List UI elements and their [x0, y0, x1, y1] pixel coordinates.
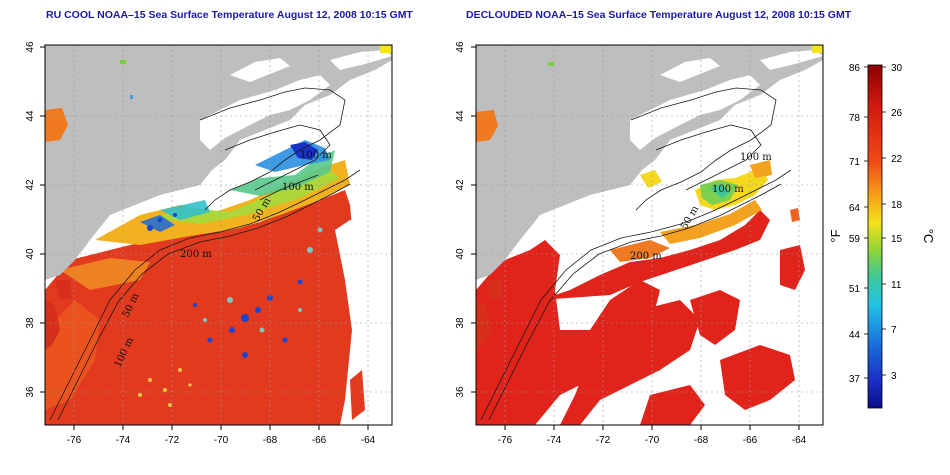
right-lon-tick: -68 [694, 435, 709, 446]
colorbar-fahrenheit-tick: 37 [849, 374, 861, 385]
right-lat-tick: 40 [455, 248, 466, 260]
left-cold-patches [147, 213, 303, 358]
left-lon-tick: -76 [67, 435, 82, 446]
left-warm-ocean [45, 190, 355, 425]
left-lon-tick: -64 [361, 435, 376, 446]
left-lat-tick: 38 [25, 317, 36, 329]
right-lon-tick: -74 [547, 435, 562, 446]
colorbar-celsius-tick: 15 [891, 234, 903, 245]
left-lat-tick: 36 [25, 386, 36, 398]
left-land [45, 45, 392, 280]
right-lon-tick: -64 [792, 435, 807, 446]
left-lat-tick: 46 [25, 41, 36, 53]
colorbar-fahrenheit-tick: 64 [849, 203, 861, 214]
left-map-content [45, 45, 392, 425]
left-lon-tick: -68 [263, 435, 278, 446]
colorbar-celsius-tick: 30 [891, 63, 903, 74]
colorbar-fahrenheit-tick: 59 [849, 234, 861, 245]
left-lat-axis [40, 46, 45, 393]
right-lat-tick: 38 [455, 317, 466, 329]
right-lon-tick: -70 [645, 435, 660, 446]
colorbar [867, 64, 883, 409]
colorbar-fahrenheit-tick: 78 [849, 113, 861, 124]
colorbar-fahrenheit-tick: 71 [849, 157, 861, 168]
right-panel-title: DECLOUDED NOAA–15 Sea Surface Temperatur… [466, 9, 852, 21]
right-lon-tick: -66 [743, 435, 758, 446]
left-contour-label: 200 m [180, 249, 212, 260]
left-contour-label: 100 m [282, 182, 314, 193]
colorbar-fahrenheit-tick: 51 [849, 284, 861, 295]
colorbar-fahrenheit-tick: 86 [849, 63, 861, 74]
colorbar-celsius-tick: 3 [891, 371, 897, 382]
right-contour-label: 200 m [630, 251, 662, 262]
left-lat-tick: 44 [25, 110, 36, 122]
colorbar-celsius-tick: 18 [891, 200, 903, 211]
right-lat-tick: 36 [455, 386, 466, 398]
left-lat-tick: 40 [25, 248, 36, 260]
right-contour-label: 100 m [740, 152, 772, 163]
left-lon-tick: -74 [116, 435, 131, 446]
colorbar-celsius-tick: 11 [891, 280, 902, 291]
left-contour-label: 100 m [300, 150, 332, 161]
colorbar-fahrenheit-tick: 44 [849, 330, 861, 341]
colorbar-celsius-label: °C [921, 229, 936, 244]
right-lat-tick: 42 [455, 179, 466, 191]
right-bathymetry-contours [480, 87, 792, 421]
colorbar-celsius-tick: 22 [891, 154, 903, 165]
right-lat-tick: 46 [455, 41, 466, 53]
left-lon-tick: -72 [165, 435, 180, 446]
left-bathymetry-contours [49, 87, 361, 421]
colorbar-fahrenheit-label: °F [828, 229, 843, 242]
colorbar-celsius-tick: 7 [891, 325, 897, 336]
right-map-content [476, 45, 823, 425]
right-contour-label: 100 m [712, 184, 744, 195]
right-lat-tick: 44 [455, 110, 466, 122]
left-lon-tick: -70 [214, 435, 229, 446]
colorbar-celsius-tick: 26 [891, 108, 903, 119]
left-panel-title: RU COOL NOAA–15 Sea Surface Temperature … [46, 9, 413, 21]
right-lon-tick: -72 [596, 435, 611, 446]
left-lat-tick: 42 [25, 179, 36, 191]
right-land [476, 45, 823, 280]
right-lon-tick: -76 [498, 435, 513, 446]
right-warm-ocean [476, 240, 660, 425]
left-lon-tick: -66 [312, 435, 327, 446]
